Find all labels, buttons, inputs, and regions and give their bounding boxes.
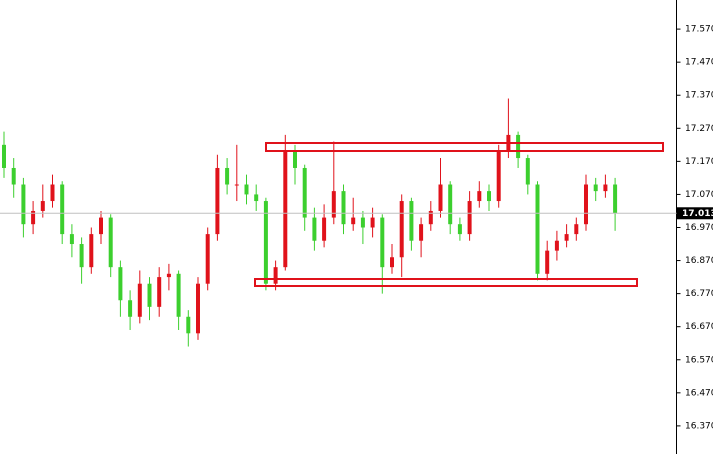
candle-body [157,277,162,307]
y-tick-label: 17.070 [685,190,713,200]
candle-body [166,273,171,278]
candle-body [341,191,346,225]
candle-body [603,184,608,192]
candle-body [525,158,530,185]
candle-body [584,184,588,225]
candle-body [205,234,210,284]
y-tick-label: 16.970 [685,223,713,233]
candle-body [234,184,239,186]
last-price-box [677,207,713,220]
candle-body [196,283,200,334]
support-zone [254,278,638,287]
candle-body [2,144,6,168]
candle-body [244,184,249,195]
y-tick-label: 16.770 [685,289,713,299]
candle-body [516,134,521,159]
candle-body [79,244,84,268]
candle-body [128,300,133,317]
resistance-zone [265,142,664,152]
candle-body [283,151,288,268]
y-tick-label: 17.570 [685,25,713,35]
candle-body [254,194,259,202]
candle-body [293,151,297,168]
candle-body [263,201,268,284]
candle-body [108,217,113,268]
candle-body [613,184,618,214]
candle-body [147,283,152,307]
candle-body [186,316,191,334]
candle-body [322,217,327,241]
candle-body [331,191,336,218]
candle-body [380,217,385,268]
candle-body [176,273,181,317]
candle-body [477,191,482,202]
y-tick-label: 16.370 [685,421,713,431]
y-tick-label: 17.370 [685,91,713,101]
plot [2,98,618,347]
candle-body [89,234,94,268]
y-tick-label: 16.570 [685,355,713,365]
candle-body [554,240,559,251]
candle-body [419,224,424,241]
candle-body [409,201,414,241]
candle-body [50,184,55,202]
candle-body [593,184,598,192]
candle-body [40,201,45,211]
candle-body [302,167,307,218]
candle-body [60,184,65,235]
candle-body [574,224,579,235]
candle-body [31,210,36,225]
y-tick-label: 16.670 [685,322,713,332]
candle-body [564,234,569,241]
candle-body [21,184,26,225]
candle-body [487,191,491,202]
candle-body [273,267,278,284]
candle-body [225,167,230,185]
candle-body [360,217,365,228]
candle-body [535,184,540,274]
candle-body [545,250,550,274]
candle-body [99,217,103,235]
candle-body [312,217,317,241]
candle-body [390,257,394,268]
candle-body [438,184,443,211]
candle-body [69,234,74,245]
last-price-label: 17.013 [682,209,713,219]
candle-body [448,184,453,225]
y-tick-label: 17.270 [685,124,713,134]
candle-body [399,201,404,258]
y-tick-label: 16.870 [685,256,713,266]
y-tick-label: 17.470 [685,58,713,68]
candle-body [137,283,142,317]
candle-body [351,217,356,225]
candle-body [215,167,220,235]
candle-body [11,167,16,185]
candle-body [457,224,462,235]
candle-body [467,201,472,235]
y-tick-label: 16.470 [685,388,713,398]
candle-body [370,217,375,228]
candle-body [118,267,123,301]
candle-body [428,210,433,225]
candle-body [496,151,501,202]
y-tick-label: 17.170 [685,157,713,167]
